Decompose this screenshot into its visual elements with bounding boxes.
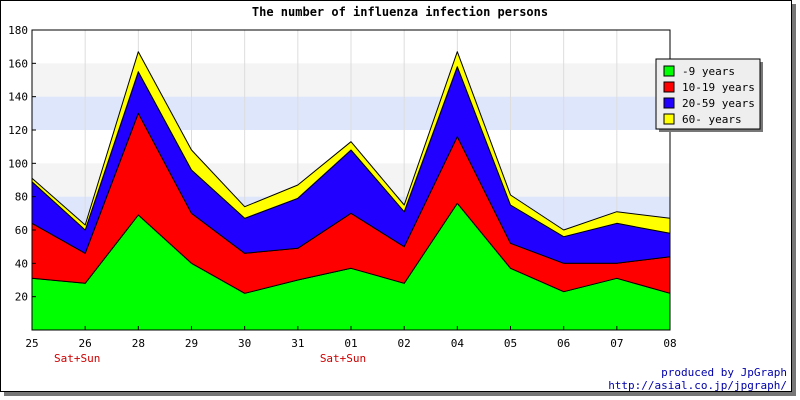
y-tick-label: 140	[8, 91, 28, 104]
legend-label: 10-19 years	[682, 81, 755, 94]
x-tick-label: 30	[238, 337, 251, 350]
y-tick-label: 60	[15, 224, 28, 237]
legend-swatch	[663, 65, 675, 77]
x-tick-note: Sat+Sun	[320, 352, 366, 365]
y-tick-label: 100	[8, 157, 28, 170]
y-tick-label: 120	[8, 124, 28, 137]
credit-line-2: http://asial.co.jp/jpgraph/	[608, 379, 787, 392]
x-tick-label: 01	[344, 337, 357, 350]
x-axis: 25 26 Sat+Sun 28 29 30 31 01 Sat+Sun 02 04 05 06 07 08	[25, 326, 677, 365]
y-axis: 20 40 60 80 100 120 140 160 180	[8, 24, 36, 304]
x-tick-label: 29	[185, 337, 198, 350]
x-tick-label: 28	[132, 337, 145, 350]
x-tick-label: 25	[25, 337, 38, 350]
legend-swatch	[663, 81, 675, 93]
y-tick-label: 40	[15, 257, 28, 270]
credit-line-1: produced by JpGraph	[661, 366, 787, 379]
legend-swatch	[663, 97, 675, 109]
x-tick-label: 02	[398, 337, 411, 350]
stacked-areas	[31, 51, 671, 331]
x-tick-label: 06	[557, 337, 570, 350]
y-tick-label: 180	[8, 24, 28, 37]
x-tick-note: Sat+Sun	[54, 352, 100, 365]
legend-label: 20-59 years	[682, 97, 755, 110]
x-tick-label: 31	[291, 337, 304, 350]
x-tick-label: 08	[663, 337, 676, 350]
legend-swatch	[663, 113, 675, 125]
y-tick-label: 20	[15, 291, 28, 304]
x-tick-label: 26	[79, 337, 92, 350]
x-tick-label: 07	[610, 337, 623, 350]
x-tick-label: 05	[504, 337, 517, 350]
legend-label: -9 years	[682, 65, 735, 78]
y-tick-label: 80	[15, 191, 28, 204]
legend: -9 years 10-19 years 20-59 years 60- years	[655, 58, 763, 132]
chart-title: The number of influenza infection person…	[252, 5, 548, 19]
legend-label: 60- years	[682, 113, 742, 126]
y-tick-label: 160	[8, 57, 28, 70]
x-tick-label: 04	[451, 337, 465, 350]
